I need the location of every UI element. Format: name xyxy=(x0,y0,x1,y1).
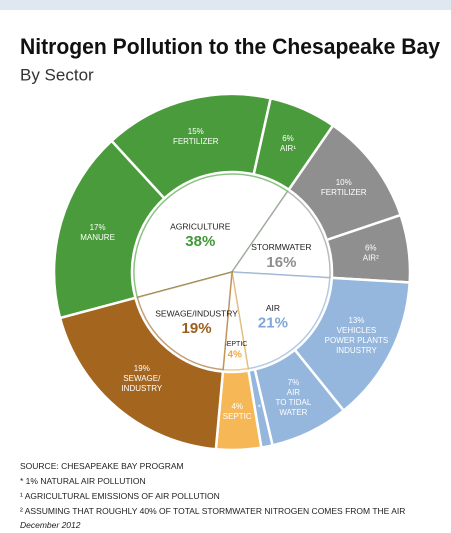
outer-label: 13% xyxy=(348,316,364,325)
inner-category: SEWAGE/INDUSTRY xyxy=(155,308,238,318)
outer-label: 6% xyxy=(282,134,294,143)
inner-category: STORMWATER xyxy=(251,242,311,252)
inner-value: 38% xyxy=(185,233,215,250)
outer-label: 7% xyxy=(288,378,300,387)
outer-label: 4% xyxy=(231,402,243,411)
outer-label: WATER xyxy=(279,408,307,417)
outer-label: SEWAGE/ xyxy=(123,374,161,383)
outer-label: AIR² xyxy=(363,253,379,262)
inner-category: AGRICULTURE xyxy=(170,221,231,231)
outer-label: 10% xyxy=(336,178,352,187)
outer-label: MANURE xyxy=(80,233,115,242)
outer-label: 6% xyxy=(365,243,377,252)
outer-label: 19% xyxy=(134,364,150,373)
note: ² ASSUMING THAT ROUGHLY 40% OF TOTAL STO… xyxy=(20,506,405,516)
outer-label: VEHICLES xyxy=(337,326,377,335)
outer-label: AIR xyxy=(287,388,301,397)
inner-category: SEPTIC xyxy=(222,341,247,348)
inner-segment xyxy=(231,271,331,370)
inner-segment xyxy=(133,173,289,299)
inner-segment xyxy=(136,270,233,371)
outer-label: POWER PLANTS xyxy=(325,336,389,345)
inner-segment xyxy=(230,190,331,279)
chart-subtitle: By Sector xyxy=(20,65,94,84)
outer-label: 17% xyxy=(90,223,106,232)
inner-value: 19% xyxy=(182,320,212,337)
outer-label: INDUSTRY xyxy=(121,384,162,393)
date: December 2012 xyxy=(20,520,81,530)
top-band xyxy=(0,0,451,10)
outer-label: AIR¹ xyxy=(280,144,296,153)
outer-label: 15% xyxy=(188,127,204,136)
outer-label: SEPTIC xyxy=(223,412,252,421)
outer-label: FERTILIZER xyxy=(321,188,367,197)
inner-value: 21% xyxy=(258,315,288,332)
outer-label: FERTILIZER xyxy=(173,137,219,146)
inner-value: 16% xyxy=(266,254,296,271)
inner-category: AIR xyxy=(266,303,280,313)
source: SOURCE: CHESAPEAKE BAY PROGRAM xyxy=(20,461,184,471)
outer-label: TO TIDAL xyxy=(276,398,312,407)
chart-title: Nitrogen Pollution to the Chesapeake Bay xyxy=(20,34,441,59)
note: ¹ AGRICULTURAL EMISSIONS OF AIR POLLUTIO… xyxy=(20,491,220,501)
inner-value: 4% xyxy=(227,350,242,361)
note: * 1% NATURAL AIR POLLUTION xyxy=(20,476,146,486)
outer-label: * xyxy=(258,403,261,412)
outer-label: INDUSTRY xyxy=(336,346,377,355)
